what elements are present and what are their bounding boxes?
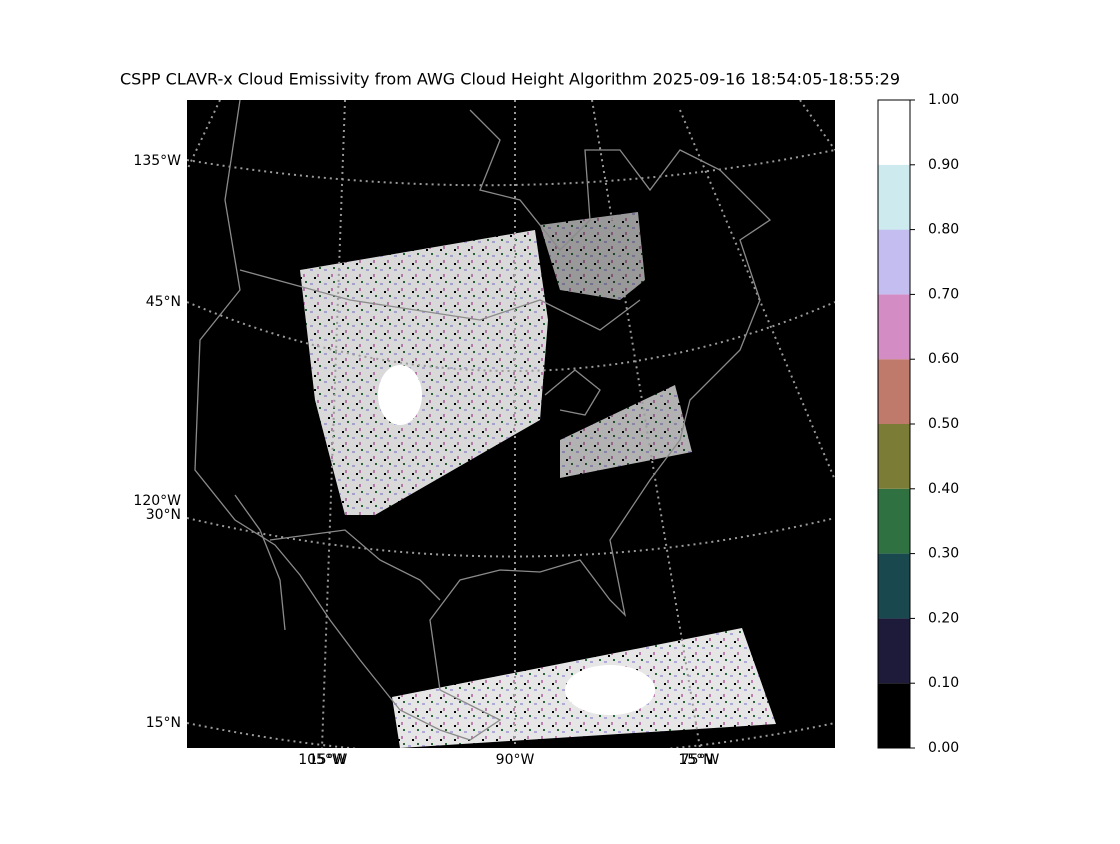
colorbar-band <box>878 294 910 360</box>
cloud-swath <box>540 212 645 300</box>
meridian <box>591 100 701 748</box>
border <box>239 269 641 331</box>
colorbar-tick-label: 1.00 <box>928 92 959 108</box>
lat-lon-label: 75°W <box>681 752 720 768</box>
lat-lon-label: 30°N <box>146 507 181 523</box>
cloud-swath <box>560 385 692 478</box>
colorbar-tick-label: 0.30 <box>928 546 959 562</box>
lat-lon-label: 45°N <box>146 294 181 310</box>
meridian <box>799 100 835 151</box>
coastline <box>234 494 286 631</box>
coastline <box>194 100 772 741</box>
meridian <box>187 100 221 171</box>
parallel <box>187 149 835 187</box>
border <box>269 529 441 601</box>
meridian <box>321 100 346 748</box>
colorbar-band <box>878 683 910 748</box>
colorbar-band <box>878 618 910 684</box>
map <box>187 100 835 748</box>
colorbar-band <box>878 488 910 554</box>
colorbar-band <box>878 164 910 230</box>
colorbar-band <box>878 424 910 489</box>
cloud-core <box>378 365 422 425</box>
colorbar-band <box>878 359 910 424</box>
colorbar-tick-label: 0.50 <box>928 416 959 432</box>
colorbar-tick-label: 0.10 <box>928 675 959 691</box>
great-lakes <box>544 369 601 416</box>
cloud-core <box>565 665 655 715</box>
lat-lon-label: 90°W <box>496 752 535 768</box>
colorbar: 0.00 0.10 0.20 0.30 0.40 0.50 0.60 0.70 0.80 0.90… <box>877 92 959 756</box>
colorbar-tick-label: 0.20 <box>928 610 959 626</box>
colorbar-band <box>878 100 910 165</box>
colorbar-tick-label: 0.80 <box>928 222 959 238</box>
colorbar-tick-label: 0.40 <box>928 481 959 497</box>
lat-lon-label: 120°W <box>133 493 181 509</box>
meridian <box>679 109 835 481</box>
title: CSPP CLAVR-x Cloud Emissivity from AWG C… <box>120 70 900 89</box>
colorbar-tick-label: 0.90 <box>928 157 959 173</box>
lat-lon-label: 135°W <box>133 153 181 169</box>
colorbar-tick-label: 0.70 <box>928 286 959 302</box>
lat-lon-label: 15°N <box>678 752 713 768</box>
lat-lon-label: 15°W <box>309 752 348 768</box>
parallel <box>187 301 835 372</box>
lat-lon-label: 105°W <box>298 752 346 768</box>
colorbar-band <box>878 553 910 619</box>
colorbar-band <box>878 229 910 295</box>
lat-lon-label: 15°N <box>146 715 181 731</box>
colorbar-tick-label: 0.00 <box>928 740 959 756</box>
colorbar-tick-label: 0.60 <box>928 351 959 367</box>
